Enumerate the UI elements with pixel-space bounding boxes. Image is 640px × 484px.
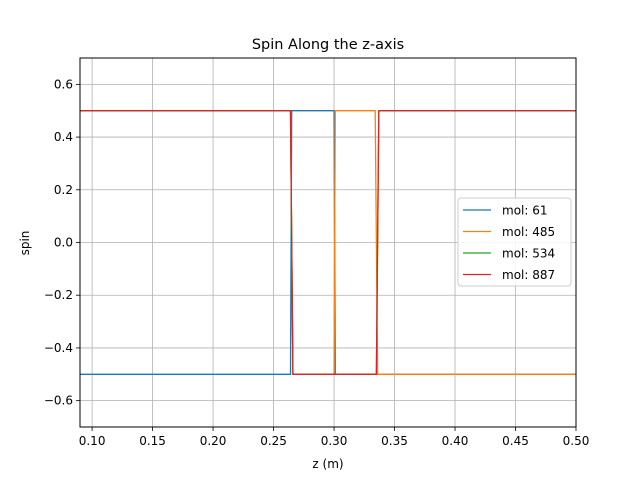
y-tick-label: 0.2	[54, 183, 73, 197]
x-tick-label: 0.50	[563, 434, 590, 448]
y-tick-label: −0.2	[44, 288, 73, 302]
legend-label: mol: 61	[502, 204, 548, 218]
y-tick-label: −0.6	[44, 394, 73, 408]
x-tick-label: 0.40	[442, 434, 469, 448]
series-lines	[80, 110, 576, 375]
x-tick-label: 0.20	[200, 434, 227, 448]
x-tick-label: 0.45	[502, 434, 529, 448]
x-axis-label: z (m)	[312, 457, 343, 471]
x-tick-label: 0.10	[79, 434, 106, 448]
x-tick-label: 0.15	[139, 434, 166, 448]
axis-ticks: 0.10 0.15 0.20 0.25 0.30 0.35 0.40 0.45 0.50 −0.6…	[44, 77, 590, 448]
chart-title: Spin Along the z-axis	[252, 37, 404, 53]
y-tick-label: 0.6	[54, 77, 73, 91]
legend-label: mol: 534	[502, 247, 555, 261]
legend-label: mol: 887	[502, 268, 555, 282]
x-tick-label: 0.25	[260, 434, 287, 448]
legend-label: mol: 485	[502, 225, 555, 239]
y-tick-label: −0.4	[44, 341, 73, 355]
x-tick-label: 0.35	[381, 434, 408, 448]
legend: mol: 61 mol: 485 mol: 534 mol: 887	[457, 197, 572, 287]
legend-box	[457, 197, 572, 287]
series-line-3	[80, 110, 576, 375]
x-tick-label: 0.30	[321, 434, 348, 448]
y-axis-label: spin	[18, 231, 32, 256]
y-tick-label: 0.0	[54, 236, 73, 250]
y-tick-label: 0.4	[54, 130, 73, 144]
